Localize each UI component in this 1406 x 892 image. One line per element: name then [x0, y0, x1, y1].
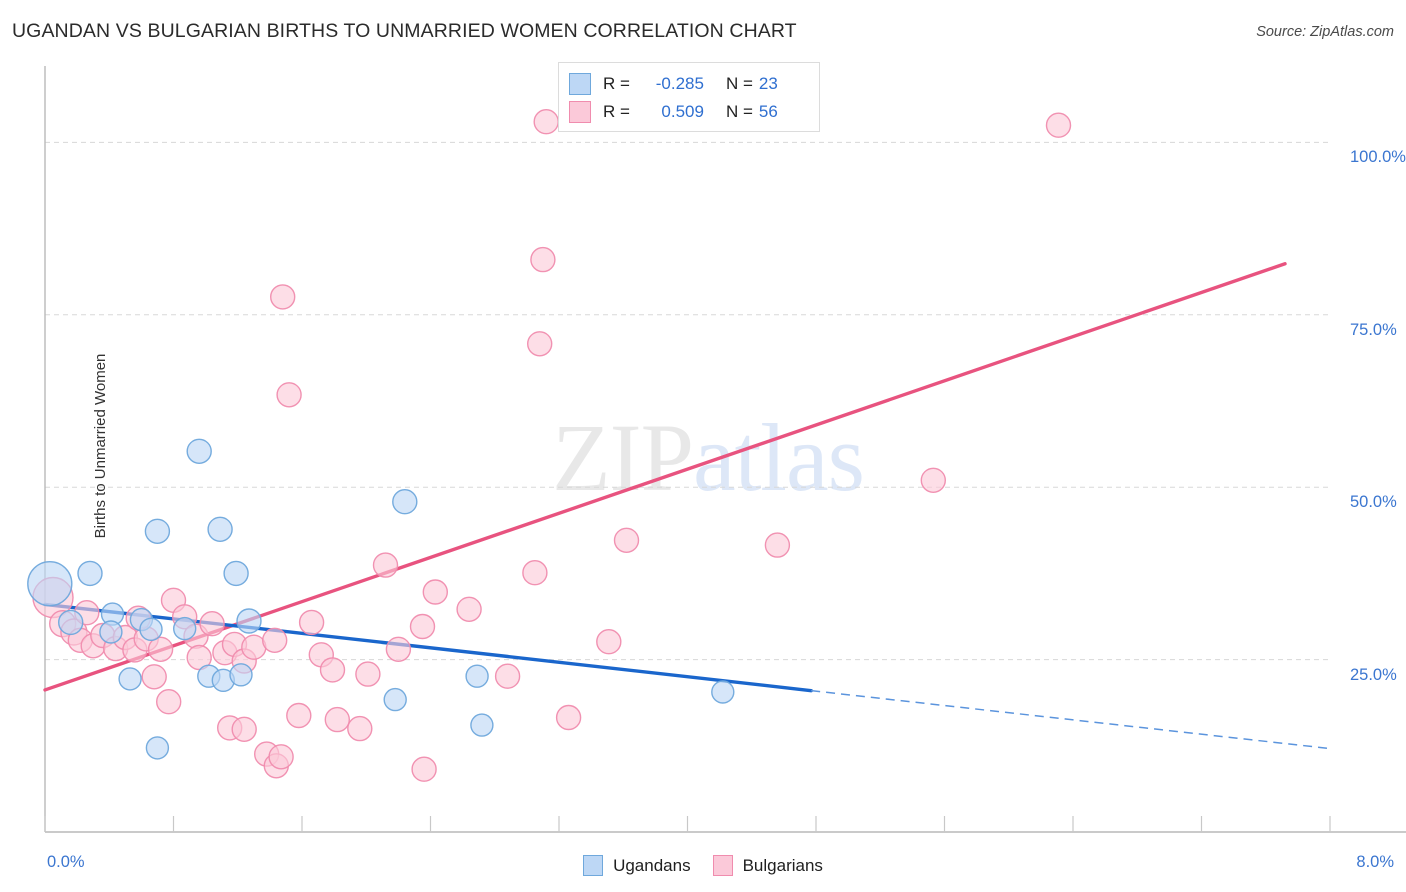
- data-point[interactable]: [145, 736, 170, 760]
- legend-item-bulgarians[interactable]: Bulgarians: [712, 855, 823, 876]
- data-point[interactable]: [147, 636, 174, 662]
- x-tick-label-min: 0.0%: [47, 853, 85, 871]
- n-value-bulgarians: 56: [758, 102, 778, 121]
- data-point[interactable]: [347, 715, 373, 742]
- data-point[interactable]: [139, 617, 163, 641]
- correlation-row-ugandans: R = -0.285 N = 23: [569, 70, 809, 98]
- data-point[interactable]: [494, 663, 521, 689]
- data-point[interactable]: [456, 596, 482, 622]
- data-point[interactable]: [392, 489, 418, 515]
- data-point[interactable]: [613, 527, 640, 553]
- data-point[interactable]: [522, 560, 548, 586]
- data-point[interactable]: [268, 744, 294, 770]
- data-point[interactable]: [236, 608, 262, 634]
- legend-swatch-ugandans-icon: [583, 855, 604, 876]
- data-point[interactable]: [533, 108, 559, 135]
- data-point[interactable]: [319, 657, 346, 683]
- data-point[interactable]: [229, 663, 253, 687]
- data-point[interactable]: [920, 467, 946, 493]
- n-label-ugandans: N =: [725, 74, 753, 93]
- r-value-ugandans: -0.285: [655, 74, 704, 93]
- data-point[interactable]: [422, 579, 448, 605]
- data-point[interactable]: [57, 609, 84, 636]
- r-label-ugandans: R =: [603, 74, 630, 93]
- data-point[interactable]: [155, 689, 182, 715]
- data-point[interactable]: [144, 518, 171, 544]
- page-title: UGANDAN VS BULGARIAN BIRTHS TO UNMARRIED…: [12, 20, 797, 42]
- data-point[interactable]: [383, 687, 407, 712]
- data-point[interactable]: [298, 609, 325, 636]
- legend-label-bulgarians: Bulgarians: [742, 855, 823, 875]
- data-point[interactable]: [409, 613, 436, 640]
- data-point[interactable]: [1045, 112, 1072, 138]
- data-point[interactable]: [711, 680, 735, 704]
- r-value-bulgarians: 0.509: [661, 102, 704, 121]
- data-point[interactable]: [262, 627, 288, 653]
- data-point[interactable]: [372, 552, 399, 578]
- data-point[interactable]: [596, 629, 622, 655]
- data-point[interactable]: [186, 438, 212, 464]
- data-point[interactable]: [411, 756, 437, 782]
- data-point[interactable]: [555, 704, 582, 731]
- data-point[interactable]: [199, 611, 225, 637]
- data-point[interactable]: [186, 644, 212, 671]
- legend-swatch-bulgarians-icon: [712, 855, 733, 876]
- data-point[interactable]: [270, 284, 296, 310]
- y-tick-label-25: 25.0%: [1350, 665, 1397, 684]
- r-label-bulgarians: R =: [603, 102, 630, 121]
- data-point[interactable]: [385, 636, 412, 662]
- x-tick-label-max: 8.0%: [1356, 853, 1394, 871]
- data-point[interactable]: [470, 713, 494, 737]
- n-value-ugandans: 23: [758, 74, 778, 93]
- correlation-row-bulgarians: R = 0.509 N = 56: [569, 98, 809, 126]
- data-point[interactable]: [141, 664, 167, 690]
- data-point[interactable]: [172, 616, 197, 641]
- data-point[interactable]: [276, 382, 302, 408]
- data-point[interactable]: [118, 667, 142, 691]
- data-point[interactable]: [764, 532, 791, 558]
- series-legend: Ugandans Bulgarians: [0, 855, 1406, 876]
- data-point[interactable]: [207, 516, 233, 542]
- data-point[interactable]: [527, 331, 553, 357]
- legend-label-ugandans: Ugandans: [613, 855, 691, 875]
- legend-item-ugandans[interactable]: Ugandans: [583, 855, 691, 876]
- data-point[interactable]: [99, 620, 123, 644]
- n-label-bulgarians: N =: [725, 102, 753, 121]
- data-point[interactable]: [324, 706, 350, 733]
- data-point[interactable]: [286, 702, 312, 729]
- y-tick-label-75: 75.0%: [1350, 320, 1397, 339]
- bulgarians-swatch-icon: [569, 101, 591, 123]
- data-point[interactable]: [27, 561, 73, 607]
- data-point[interactable]: [530, 246, 556, 273]
- trend-line-ugandans-extrapolated: [811, 689, 1331, 750]
- data-point[interactable]: [231, 716, 257, 742]
- scatter-series-ugandans: [27, 438, 735, 760]
- source-label: Source: ZipAtlas.com: [1256, 24, 1394, 40]
- y-tick-label-100: 100.0%: [1350, 148, 1406, 167]
- ugandans-swatch-icon: [569, 73, 591, 95]
- y-tick-label-50: 50.0%: [1350, 493, 1397, 512]
- data-point[interactable]: [355, 661, 381, 687]
- data-point[interactable]: [77, 560, 103, 587]
- data-point[interactable]: [223, 560, 249, 587]
- data-point[interactable]: [465, 664, 489, 688]
- correlation-legend: R = -0.285 N = 23 R = 0.509 N = 56: [558, 62, 820, 132]
